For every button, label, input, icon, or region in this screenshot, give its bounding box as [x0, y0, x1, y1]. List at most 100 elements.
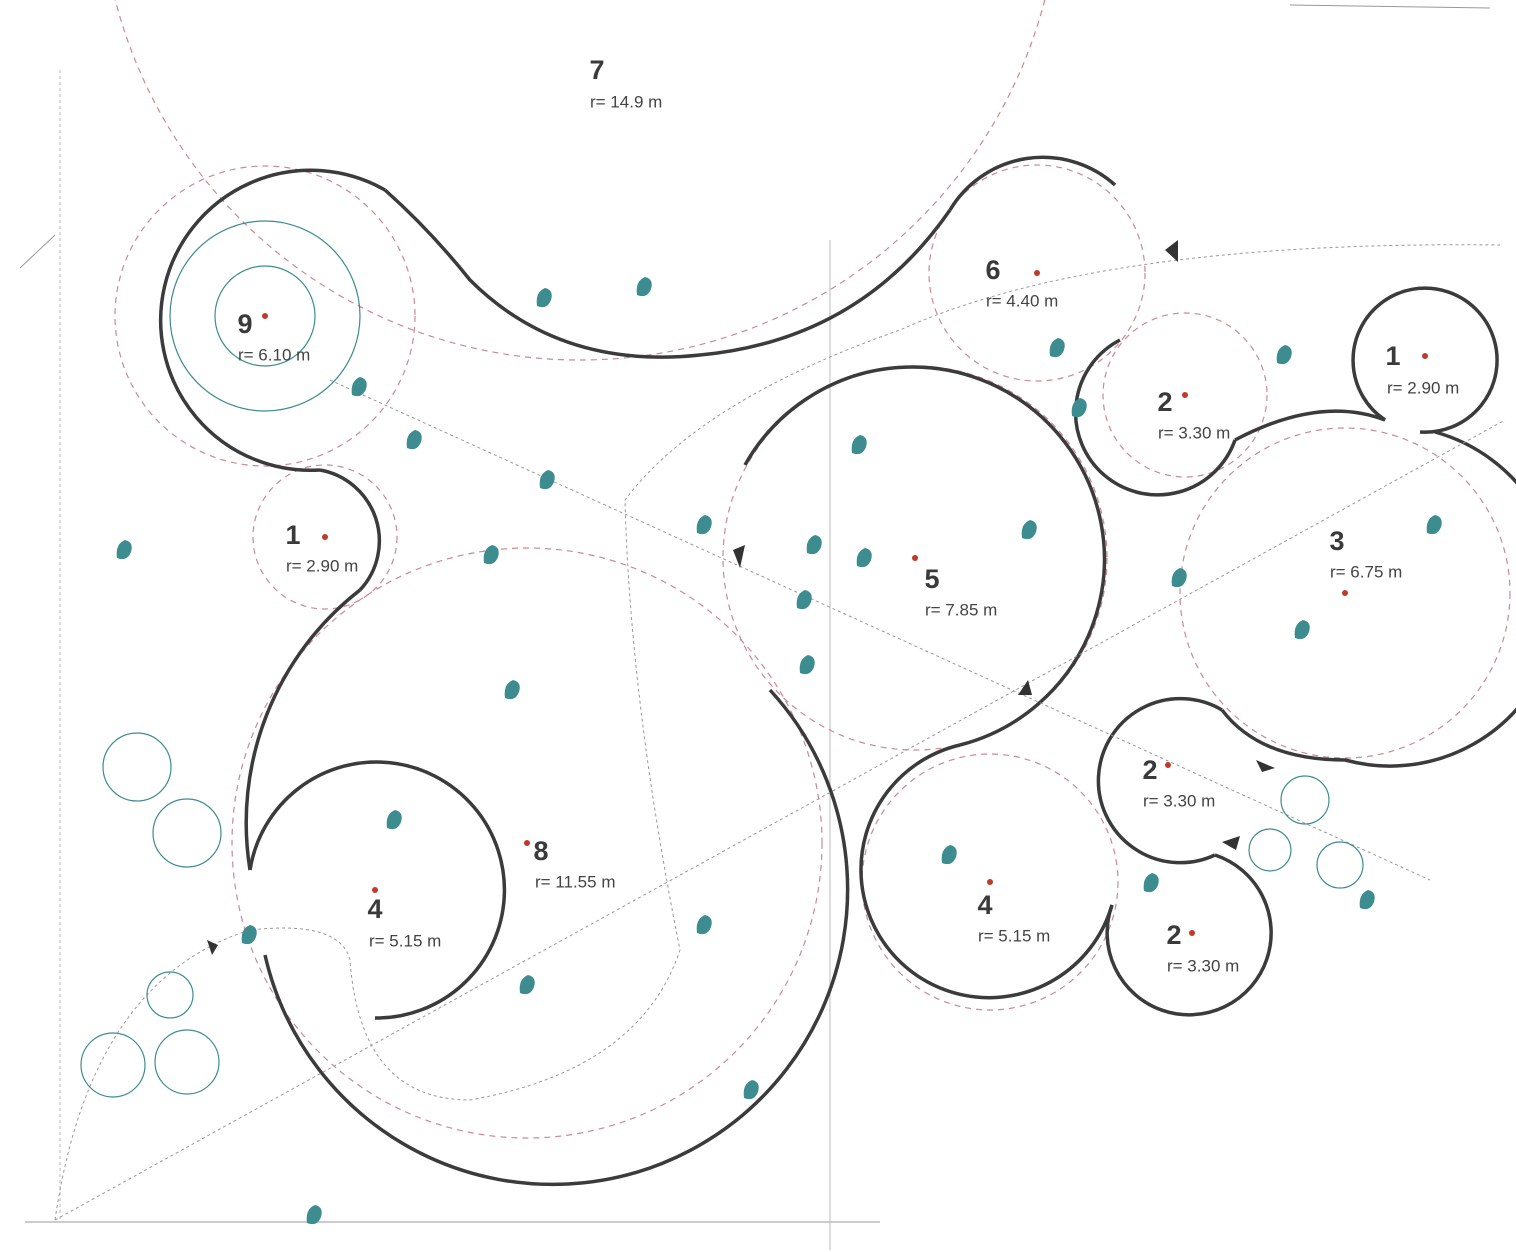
- zone-circle: [252, 464, 398, 610]
- centre-point: [1422, 353, 1428, 359]
- arrow: [207, 940, 218, 955]
- zone-circle: [231, 547, 823, 1139]
- zone-number: 9: [237, 309, 252, 339]
- path: [54, 244, 1501, 1221]
- centre-point: [1189, 930, 1195, 936]
- site-line: [19, 234, 56, 269]
- animals: [116, 277, 1442, 1225]
- animal-icon: [1426, 515, 1442, 535]
- animal-icon: [241, 925, 257, 945]
- enclosure-walls: [158, 155, 1516, 1187]
- zone-radius: r= 2.90 m: [1387, 378, 1459, 397]
- arrow: [1222, 836, 1240, 850]
- zone-number: 2: [1157, 387, 1172, 417]
- tree: [102, 732, 172, 802]
- tree: [169, 220, 361, 412]
- animal-icon: [1021, 520, 1037, 540]
- tree: [214, 265, 316, 367]
- zone-number: 1: [285, 520, 300, 550]
- centre-point: [912, 555, 918, 561]
- wall: [1234, 286, 1499, 442]
- zone-number: 5: [924, 564, 939, 594]
- animal-icon: [536, 288, 552, 308]
- wall: [859, 743, 1114, 1000]
- zone-circle: [114, 165, 416, 467]
- zone-circle: [928, 164, 1146, 382]
- wall: [248, 760, 507, 1020]
- animal-icon: [386, 810, 402, 830]
- animal-icon: [1294, 620, 1310, 640]
- animal-icon: [696, 915, 712, 935]
- zone-radius: r= 6.75 m: [1330, 562, 1402, 581]
- path: [54, 419, 1506, 1221]
- radius-circles: [114, 0, 1511, 1139]
- zone-circle: [1102, 312, 1268, 478]
- zone-number: 8: [533, 836, 548, 866]
- zone-radius: r= 6.10 m: [238, 345, 310, 364]
- arrow: [1018, 680, 1032, 695]
- zone-circle: [114, 0, 1046, 361]
- zone-number: 2: [1166, 920, 1181, 950]
- centre-point: [1034, 270, 1040, 276]
- wall: [263, 688, 850, 1187]
- centre-point: [1342, 590, 1348, 596]
- animal-icon: [851, 435, 867, 455]
- animal-icon: [1276, 345, 1292, 365]
- centre-point: [1165, 762, 1171, 768]
- zone-number: 3: [1329, 526, 1344, 556]
- arrow: [733, 545, 745, 568]
- animal-icon: [306, 1205, 322, 1225]
- animal-icon: [856, 548, 872, 568]
- zone-labels: 7 r= 14.9 m 9 r= 6.10 m 6 r= 4.40 m 1 r= 2.90 m…: [237, 55, 1459, 975]
- wall: [383, 188, 952, 359]
- wall: [1105, 853, 1273, 1017]
- zone-radius: r= 3.30 m: [1143, 791, 1215, 810]
- animal-icon: [1359, 890, 1375, 910]
- zone-radius: r= 11.55 m: [535, 872, 615, 891]
- wall: [158, 168, 386, 473]
- animal-icon: [1049, 338, 1065, 358]
- animal-icon: [116, 540, 132, 560]
- animal-icon: [519, 975, 535, 995]
- zone-number: 4: [977, 890, 992, 920]
- centre-point: [1182, 392, 1188, 398]
- site-line: [1289, 4, 1491, 9]
- zone-radius: r= 5.15 m: [369, 931, 441, 950]
- zone-number: 6: [985, 255, 1000, 285]
- site-lines: [19, 4, 1491, 1250]
- animal-icon: [796, 590, 812, 610]
- zone-number: 4: [367, 894, 382, 924]
- animal-icon: [743, 1080, 759, 1100]
- zone-radius: r= 3.30 m: [1158, 423, 1230, 442]
- zone-number: 1: [1385, 341, 1400, 371]
- animal-icon: [406, 430, 422, 450]
- animal-icon: [1171, 568, 1187, 588]
- wall: [1096, 696, 1223, 865]
- tree: [1248, 828, 1292, 872]
- animal-icon: [941, 845, 957, 865]
- wall: [244, 588, 362, 871]
- wall: [319, 468, 382, 592]
- centre-point: [524, 840, 530, 846]
- zone-number: 2: [1142, 755, 1157, 785]
- arrow: [1165, 240, 1178, 262]
- zone-circle: [1179, 427, 1511, 759]
- centre-point: [987, 879, 993, 885]
- animal-icon: [539, 470, 555, 490]
- zone-number: 7: [589, 55, 604, 85]
- animal-icon: [1143, 873, 1159, 893]
- animal-icon: [696, 515, 712, 535]
- zone-radius: r= 4.40 m: [986, 291, 1058, 310]
- zone-radius: r= 2.90 m: [286, 556, 358, 575]
- tree: [154, 1029, 220, 1095]
- wall: [743, 365, 1107, 747]
- centre-point: [322, 534, 328, 540]
- zone-radius: r= 14.9 m: [590, 92, 662, 111]
- tree: [1316, 841, 1364, 889]
- centre-point: [372, 887, 378, 893]
- tree: [146, 971, 194, 1019]
- animal-icon: [636, 277, 652, 297]
- visitor-paths: [54, 240, 1506, 1221]
- trees: [80, 220, 1364, 1098]
